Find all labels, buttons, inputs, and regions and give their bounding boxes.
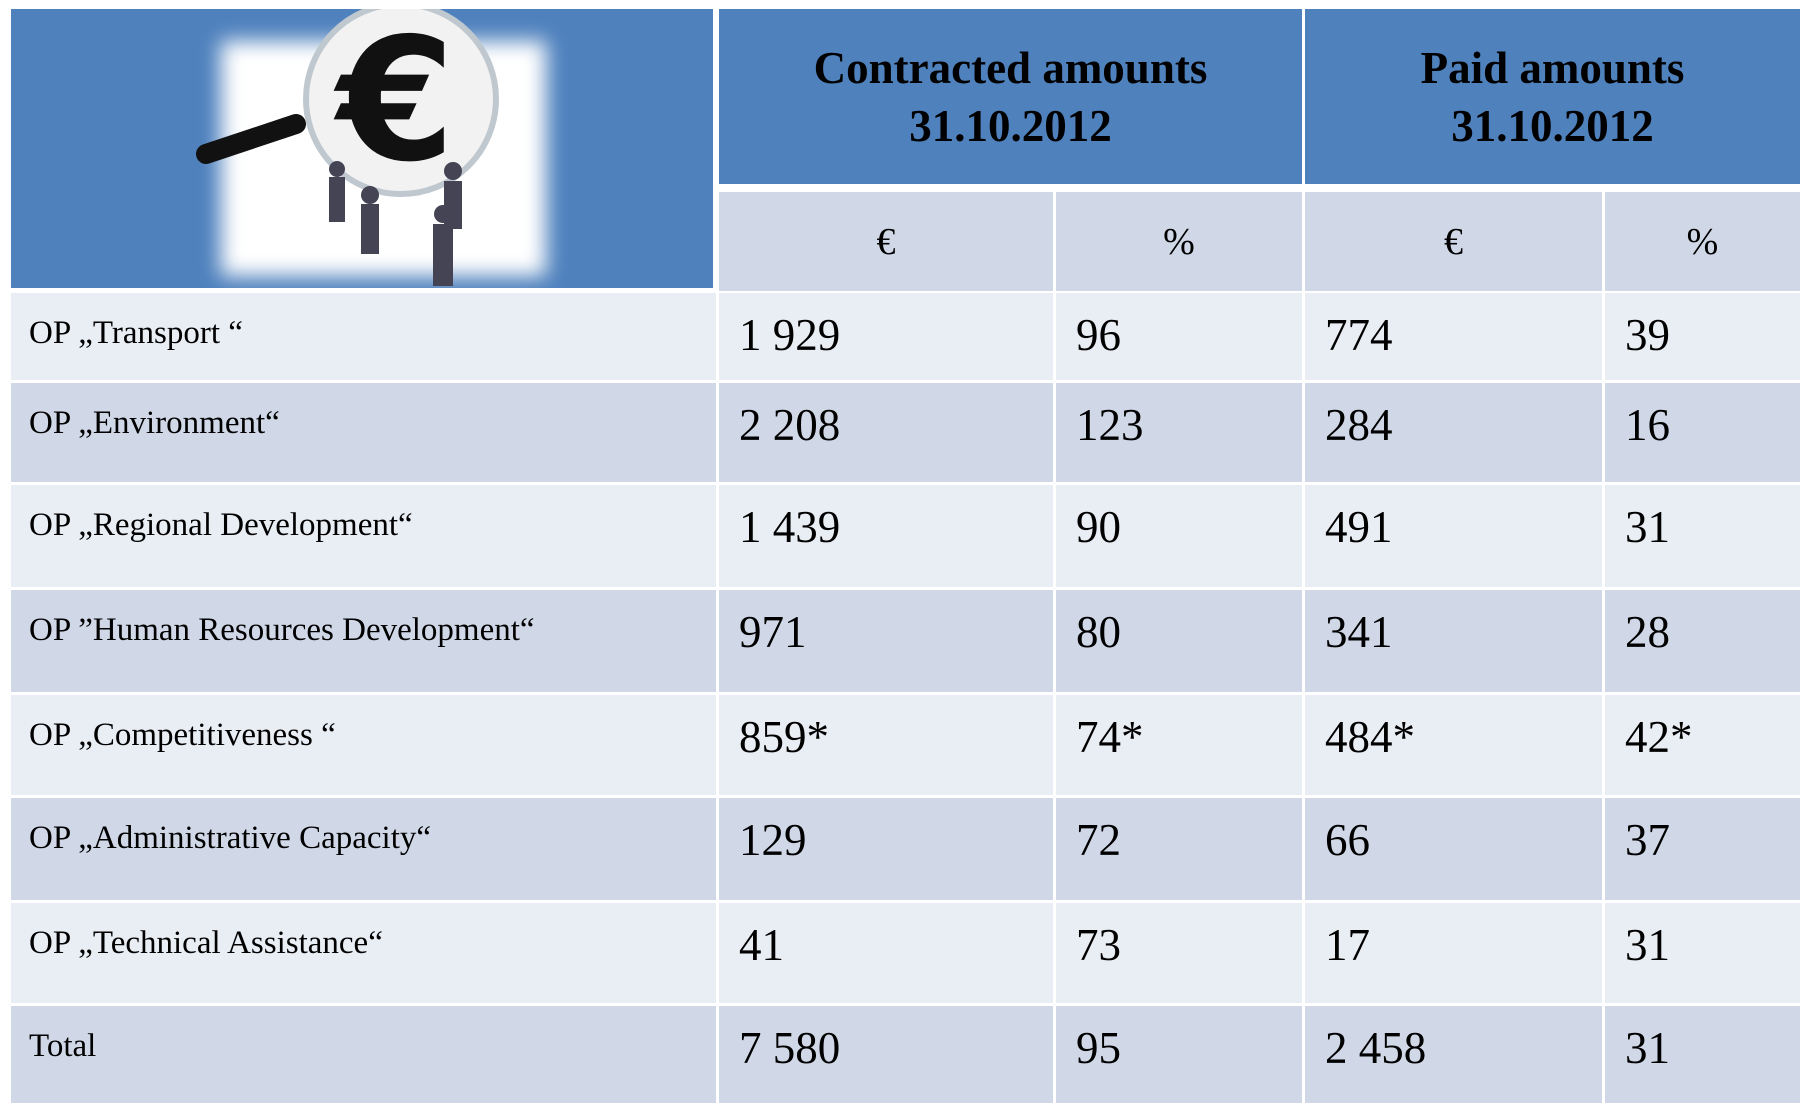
value-cell: 341 — [1305, 590, 1602, 692]
group-date: 31.10.2012 — [909, 100, 1112, 151]
value-cell: 42* — [1605, 695, 1800, 795]
row-label: OP „Transport “ — [11, 293, 716, 380]
value-cell: 491 — [1305, 485, 1602, 587]
value-cell: 1 439 — [719, 485, 1053, 587]
value-cell: 41 — [719, 903, 1053, 1003]
value-cell: 90 — [1056, 485, 1302, 587]
value-cell: 31 — [1605, 485, 1800, 587]
value-cell: 17 — [1305, 903, 1602, 1003]
group-title: Contracted amounts — [813, 42, 1208, 93]
value-cell: 7 580 — [719, 1006, 1053, 1103]
row-label: OP „Administrative Capacity“ — [11, 798, 716, 900]
value-cell: 66 — [1305, 798, 1602, 900]
value-cell: 73 — [1056, 903, 1302, 1003]
group-title: Paid amounts — [1420, 42, 1685, 93]
value-cell: 123 — [1056, 383, 1302, 482]
group-header: Contracted amounts 31.10.2012 — [719, 9, 1302, 184]
svg-text:€: € — [333, 9, 455, 200]
value-cell: 2 208 — [719, 383, 1053, 482]
row-label: OP „Competitiveness “ — [11, 695, 716, 795]
value-cell: 28 — [1605, 590, 1800, 692]
value-cell: 96 — [1056, 293, 1302, 380]
value-cell: 129 — [719, 798, 1053, 900]
row-label: OP „Regional Development“ — [11, 485, 716, 587]
unit-header: % — [1056, 192, 1302, 291]
group-date: 31.10.2012 — [1451, 100, 1654, 151]
row-label: OP ”Human Resources Development“ — [11, 590, 716, 692]
value-cell: 95 — [1056, 1006, 1302, 1103]
group-header: Paid amounts 31.10.2012 — [1305, 9, 1800, 184]
value-cell: 72 — [1056, 798, 1302, 900]
value-cell: 774 — [1305, 293, 1602, 380]
row-label: OP „Environment“ — [11, 383, 716, 482]
unit-header: € — [1305, 192, 1602, 291]
value-cell: 80 — [1056, 590, 1302, 692]
value-cell: 31 — [1605, 1006, 1800, 1103]
row-label: Total — [11, 1006, 716, 1103]
row-label: OP „Technical Assistance“ — [11, 903, 716, 1003]
unit-header: € — [719, 192, 1053, 291]
value-cell: 2 458 — [1305, 1006, 1602, 1103]
value-cell: 971 — [719, 590, 1053, 692]
value-cell: 39 — [1605, 293, 1800, 380]
value-cell: 859* — [719, 695, 1053, 795]
value-cell: 16 — [1605, 383, 1800, 482]
value-cell: 37 — [1605, 798, 1800, 900]
value-cell: 31 — [1605, 903, 1800, 1003]
header-image-cell: € — [11, 1, 713, 288]
unit-header: % — [1605, 192, 1800, 291]
value-cell: 484* — [1305, 695, 1602, 795]
value-cell: 1 929 — [719, 293, 1053, 380]
value-cell: 74* — [1056, 695, 1302, 795]
value-cell: 284 — [1305, 383, 1602, 482]
euro-magnifier-image: € — [196, 1, 546, 286]
